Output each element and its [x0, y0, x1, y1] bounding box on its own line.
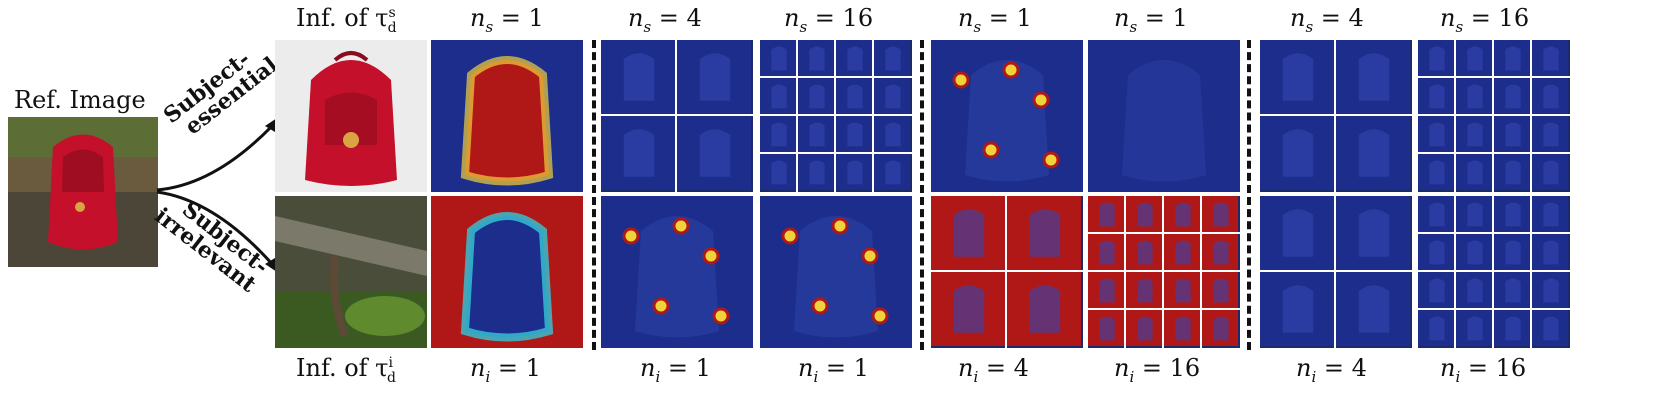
bottom-label-2-sub: i: [655, 367, 661, 386]
top-label-3-var: n: [784, 4, 800, 32]
bottom-label-1-sub: i: [485, 367, 491, 386]
bottom-label-7-var: n: [1440, 354, 1456, 382]
heatmap-panel-12: [1260, 196, 1412, 348]
top-label-5: ns = 1: [1114, 4, 1188, 36]
bottom-label-5: ni = 16: [1114, 354, 1201, 386]
bottom-label-5-sub: i: [1129, 367, 1135, 386]
top-label-2-var: n: [628, 4, 644, 32]
bottom-label-2: ni = 1: [640, 354, 711, 386]
heatmap-panel-4: [601, 196, 753, 348]
top-label-4-sub: s: [973, 17, 982, 36]
top-label-6: ns = 4: [1290, 4, 1364, 36]
top-label-6-sub: s: [1305, 17, 1314, 36]
top-label-1-val: 1: [528, 4, 544, 32]
separator-2: [920, 40, 924, 350]
bottom-label-6-sub: i: [1311, 367, 1317, 386]
inf-s-sup: s: [388, 5, 396, 21]
top-label-3-sub: s: [799, 17, 808, 36]
top-label-5-sub: s: [1129, 17, 1138, 36]
top-label-2-sub: s: [643, 17, 652, 36]
heatmap-panel-5: [760, 40, 912, 192]
heatmap-panel-9: [1088, 40, 1240, 192]
bottom-label-6-val: 4: [1351, 354, 1367, 382]
bottom-label-3-var: n: [798, 354, 814, 382]
bottom-label-6-var: n: [1296, 354, 1312, 382]
heatmap-panel-1: [431, 40, 583, 192]
bottom-label-5-val: 16: [1169, 354, 1201, 382]
ref-image-label: Ref. Image: [14, 86, 146, 114]
separator-3: [1247, 40, 1251, 350]
bottom-label-7-val: 16: [1495, 354, 1527, 382]
bottom-label-3-val: 1: [853, 354, 869, 382]
heatmap-panel-11: [1260, 40, 1412, 192]
heatmap-panel-3: [601, 40, 753, 192]
bottom-label-7-sub: i: [1455, 367, 1461, 386]
top-label-2: ns = 4: [628, 4, 702, 36]
top-label-4: ns = 1: [958, 4, 1032, 36]
reference-image: [8, 117, 158, 267]
bottom-label-4-var: n: [958, 354, 974, 382]
bottom-label-2-var: n: [640, 354, 656, 382]
inf-i-sup: i: [388, 355, 393, 371]
inf-i-text: Inf. of τ: [296, 354, 389, 382]
top-label-1-sub: s: [485, 17, 494, 36]
top-label-4-val: 1: [1016, 4, 1032, 32]
heatmap-panel-13: [1418, 40, 1570, 192]
bottom-label-3-sub: i: [813, 367, 819, 386]
bottom-label-2-val: 1: [695, 354, 711, 382]
bottom-label-4: ni = 4: [958, 354, 1029, 386]
top-label-6-var: n: [1290, 4, 1306, 32]
top-label-5-val: 1: [1172, 4, 1188, 32]
top-label-1-var: n: [470, 4, 486, 32]
heatmap-panel-6: [760, 196, 912, 348]
bottom-label-4-val: 4: [1013, 354, 1029, 382]
heatmap-panel-7: [931, 40, 1083, 192]
top-label-7: ns = 16: [1440, 4, 1530, 36]
top-label-7-var: n: [1440, 4, 1456, 32]
inf-s-sub: d: [387, 19, 397, 36]
top-label-1: ns = 1: [470, 4, 544, 36]
separator-1: [592, 40, 596, 350]
branch-arrows: [156, 118, 277, 272]
top-label-5-var: n: [1114, 4, 1130, 32]
bottom-label-5-var: n: [1114, 354, 1130, 382]
bottom-label-6: ni = 4: [1296, 354, 1367, 386]
top-label-7-val: 16: [1498, 4, 1530, 32]
bottom-label-1-var: n: [470, 354, 486, 382]
top-label-2-val: 4: [686, 4, 702, 32]
inf-i-sub: d: [386, 369, 396, 386]
top-label-3: ns = 16: [784, 4, 874, 36]
subject-irrelevant-image: [275, 196, 427, 348]
inf-s-text: Inf. of τ: [296, 4, 389, 32]
inf-i-label: Inf. of τid: [296, 354, 396, 386]
heatmap-panel-14: [1418, 196, 1570, 348]
bottom-label-7: ni = 16: [1440, 354, 1527, 386]
heatmap-panel-10: [1088, 196, 1240, 348]
top-label-7-sub: s: [1455, 17, 1464, 36]
bottom-label-1: ni = 1: [470, 354, 541, 386]
subject-essential-image: [275, 40, 427, 192]
heatmap-panel-8: [931, 196, 1083, 348]
bottom-label-4-sub: i: [973, 367, 979, 386]
bottom-label-1-val: 1: [525, 354, 541, 382]
heatmap-panel-2: [431, 196, 583, 348]
top-label-4-var: n: [958, 4, 974, 32]
top-label-6-val: 4: [1348, 4, 1364, 32]
top-label-3-val: 16: [842, 4, 874, 32]
bottom-label-3: ni = 1: [798, 354, 869, 386]
inf-s-label: Inf. of τsd: [296, 4, 397, 36]
